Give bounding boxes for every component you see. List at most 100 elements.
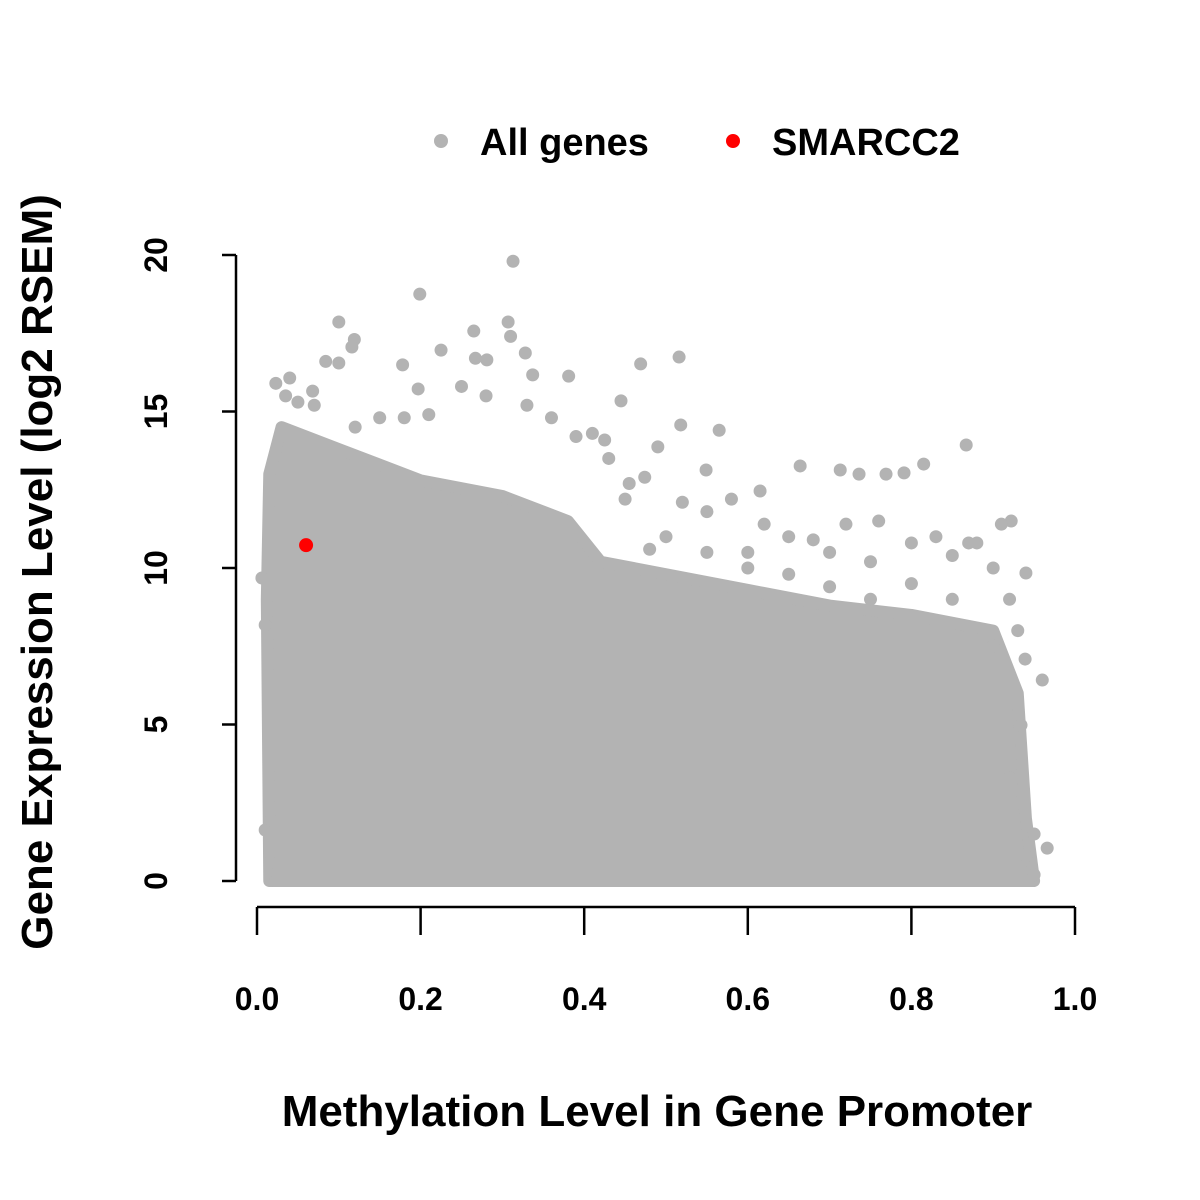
data-point-all-genes	[929, 530, 943, 544]
data-point-all-genes	[569, 430, 583, 444]
data-point-all-genes	[634, 357, 648, 371]
data-point-all-genes	[700, 545, 714, 559]
data-point-all-genes	[753, 484, 767, 498]
data-point-all-genes	[504, 329, 518, 343]
data-point-all-genes	[413, 287, 427, 301]
data-point-all-genes	[598, 433, 612, 447]
legend-label-smarcc2: SMARCC2	[772, 122, 960, 164]
data-point-all-genes	[544, 411, 558, 425]
data-point-all-genes	[434, 343, 448, 357]
data-point-all-genes	[1004, 514, 1018, 528]
data-point-all-genes	[959, 438, 973, 452]
legend-label-all-genes: All genes	[480, 122, 649, 164]
data-point-all-genes	[782, 567, 796, 581]
data-point-all-genes	[904, 536, 918, 550]
data-point-all-genes	[864, 555, 877, 569]
data-point-all-genes	[674, 418, 688, 432]
data-point-all-genes	[962, 536, 976, 550]
data-point-all-genes	[897, 466, 911, 480]
data-point-all-genes	[806, 533, 820, 547]
data-point-all-genes	[258, 618, 272, 632]
data-point-all-genes	[793, 459, 807, 473]
data-point-all-genes	[741, 561, 755, 575]
data-point-all-genes	[700, 505, 714, 519]
data-point-all-genes	[467, 324, 481, 338]
data-point-all-genes	[526, 368, 540, 382]
data-point-all-genes	[279, 389, 293, 403]
data-point-all-genes	[468, 351, 482, 365]
data-point-all-genes	[455, 379, 468, 393]
data-point-all-genes	[1014, 718, 1028, 732]
data-point-all-genes	[879, 467, 893, 481]
data-point-all-genes	[675, 495, 689, 509]
data-point-all-genes	[332, 356, 346, 370]
data-point-all-genes	[945, 548, 959, 562]
data-point-all-genes	[422, 408, 436, 422]
data-point-all-genes	[659, 530, 673, 544]
x-tick-label: 0.2	[398, 981, 442, 1017]
x-tick-label: 1.0	[1053, 981, 1097, 1017]
data-point-all-genes	[1003, 592, 1017, 606]
legend-marker-smarcc2	[726, 134, 740, 148]
data-point-all-genes	[1027, 868, 1041, 882]
data-point-all-genes	[672, 350, 686, 364]
y-axis-title: Gene Expression Level (log2 RSEM)	[13, 194, 62, 950]
data-point-all-genes	[518, 346, 532, 360]
data-point-all-genes	[823, 580, 837, 594]
data-point-all-genes	[614, 394, 628, 408]
data-point-all-genes	[994, 517, 1008, 531]
data-point-all-genes	[264, 813, 278, 827]
data-point-all-genes	[945, 592, 959, 606]
data-point-all-genes	[319, 354, 333, 368]
data-point-all-genes	[269, 376, 283, 390]
data-point-all-genes	[699, 463, 713, 477]
data-point-all-genes	[480, 353, 494, 367]
data-point-all-genes	[306, 384, 320, 398]
y-tick-label: 5	[138, 716, 174, 734]
data-point-all-genes	[852, 467, 866, 481]
x-tick-label: 0.4	[562, 981, 607, 1017]
data-point-all-genes	[741, 545, 755, 559]
data-point-all-genes	[643, 542, 657, 556]
dense-point-cloud	[260, 421, 1041, 887]
data-point-all-genes	[986, 561, 1000, 575]
x-tick-label: 0.6	[726, 981, 770, 1017]
data-point-all-genes	[1003, 771, 1017, 785]
y-tick-label: 15	[138, 394, 174, 430]
data-point-all-genes	[864, 592, 877, 606]
data-point-all-genes	[562, 369, 576, 383]
plot-area	[255, 254, 1054, 887]
data-point-all-genes	[782, 530, 796, 544]
data-point-all-genes	[373, 411, 387, 425]
y-tick-label: 10	[138, 550, 174, 586]
y-tick-label: 0	[138, 872, 174, 890]
data-point-all-genes	[291, 395, 305, 409]
axes: 0 5 10 15 20 0.0 0.2 0.4 0.6 0.8 1.0	[138, 237, 1097, 1017]
data-point-all-genes	[638, 470, 652, 484]
data-point-all-genes	[332, 315, 346, 329]
data-point-smarcc2	[299, 538, 314, 553]
baseline-point-band	[269, 875, 1035, 887]
data-point-all-genes	[602, 451, 616, 465]
data-point-all-genes	[757, 517, 771, 531]
data-point-all-genes	[1011, 624, 1025, 638]
data-point-all-genes	[1019, 849, 1033, 863]
data-point-all-genes	[345, 340, 359, 354]
data-point-all-genes	[724, 492, 738, 506]
data-point-all-genes	[833, 463, 847, 477]
data-point-all-genes	[283, 371, 297, 385]
legend-marker-all-genes	[434, 134, 448, 148]
data-point-all-genes	[397, 411, 411, 425]
data-point-all-genes	[506, 254, 520, 268]
legend: All genes SMARCC2	[434, 122, 960, 164]
data-point-all-genes	[263, 855, 277, 869]
data-point-all-genes	[255, 571, 269, 585]
data-point-all-genes	[904, 577, 918, 591]
data-point-all-genes	[651, 440, 665, 454]
x-axis-title: Methylation Level in Gene Promoter	[282, 1087, 1033, 1136]
data-point-all-genes	[712, 423, 726, 437]
data-point-all-genes	[479, 389, 493, 403]
data-point-all-genes	[1018, 652, 1032, 666]
x-tick-label: 0.0	[235, 981, 279, 1017]
